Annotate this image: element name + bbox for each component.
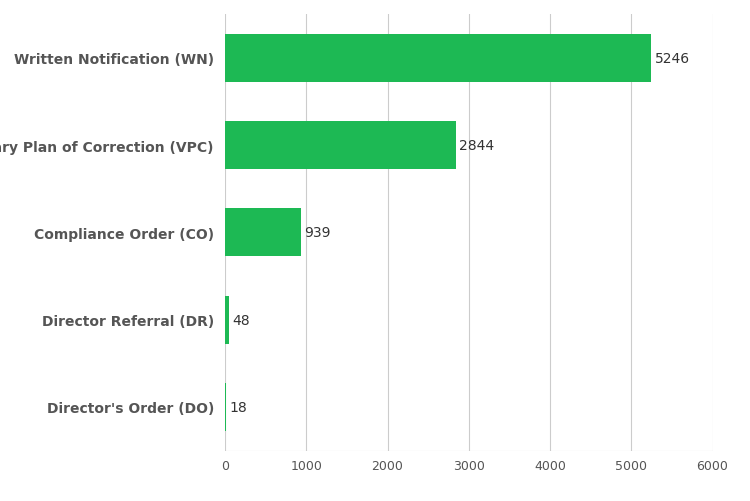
Bar [225, 296, 229, 344]
Bar [225, 209, 302, 257]
Text: 2844: 2844 [459, 139, 494, 153]
Bar [225, 122, 456, 170]
Text: 939: 939 [304, 226, 331, 240]
Text: 5246: 5246 [655, 52, 689, 66]
Bar [225, 383, 226, 431]
Bar [225, 35, 651, 83]
Text: 48: 48 [232, 313, 250, 327]
Text: 18: 18 [230, 400, 248, 414]
